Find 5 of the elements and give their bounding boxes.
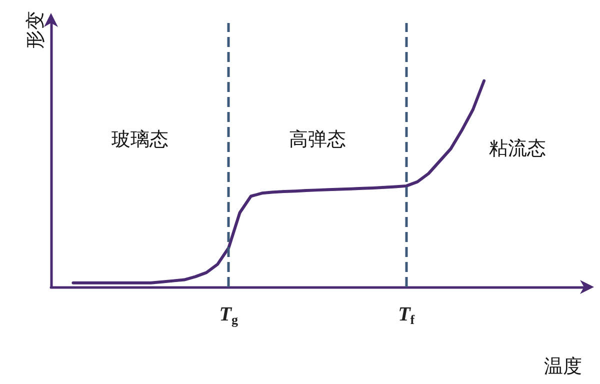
- annotation: 高弹态: [289, 128, 346, 151]
- y-axis-title: 形变: [24, 11, 46, 49]
- annotation: 玻璃态: [111, 128, 168, 151]
- annotation: 粘流态: [488, 138, 546, 160]
- x-axis-title: 温度: [544, 356, 582, 378]
